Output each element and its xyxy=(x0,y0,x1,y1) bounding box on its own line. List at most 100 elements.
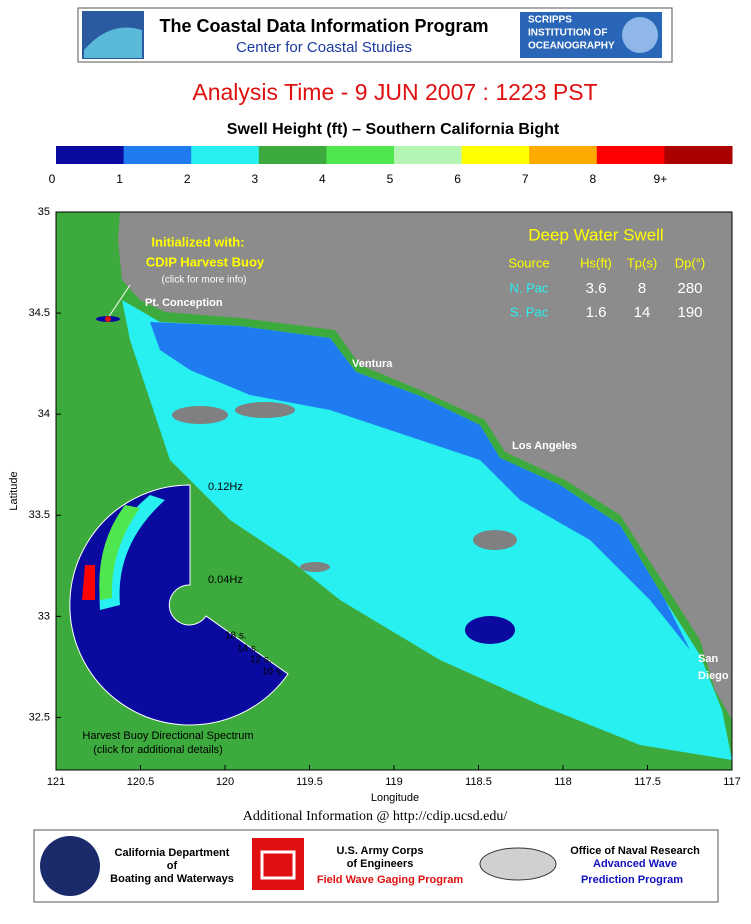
colorbar: 0 1 2 3 4 5 6 7 8 9+ xyxy=(49,146,733,186)
x-tick-label: 119.5 xyxy=(296,776,323,788)
colorbar-swatch xyxy=(123,146,192,164)
colorbar-label: 1 xyxy=(116,172,123,186)
swell-table-header: Hs(ft) xyxy=(580,255,612,270)
swell-table-cell: 8 xyxy=(638,280,646,297)
colorbar-label: 3 xyxy=(251,172,258,186)
info-link[interactable]: Additional Information @ http://cdip.ucs… xyxy=(243,809,508,824)
axes: 121 120.5 120 119.5 119 118.5 118 117.5 117 35 34.… xyxy=(29,206,741,788)
channel xyxy=(225,420,500,500)
swell-table-title: Deep Water Swell xyxy=(528,225,663,244)
x-tick-label: 118 xyxy=(554,776,572,788)
swell-table-cell: N. Pac xyxy=(509,280,549,295)
land xyxy=(118,212,732,720)
place-label: Ventura xyxy=(352,358,393,370)
header-subtitle: Center for Coastal Studies xyxy=(236,39,412,56)
spectrum-period: 10 s. xyxy=(262,667,284,678)
colorbar-swatch xyxy=(461,146,530,164)
footer-text: Field Wave Gaging Program xyxy=(317,874,464,886)
map-title: Swell Height (ft) – Southern California … xyxy=(227,121,560,138)
scripps-text: SCRIPPS xyxy=(528,15,572,26)
place-label: San xyxy=(698,653,718,665)
colorbar-label: 7 xyxy=(522,172,529,186)
cdip-logo-wave xyxy=(84,27,142,58)
swell-table: Source Hs(ft) Tp(s) Dp(°) N. Pac 3.6 8 280 S. Pa… xyxy=(508,255,705,321)
spectrum-energy xyxy=(99,505,140,600)
island-shadow xyxy=(465,616,515,644)
y-tick-label: 33.5 xyxy=(29,509,50,521)
colorbar-label: 9+ xyxy=(654,172,668,186)
scripps-text: OCEANOGRAPHY xyxy=(528,41,615,52)
colorbar-swatch xyxy=(529,146,598,164)
colorbar-swatch xyxy=(258,146,327,164)
analysis-time: Analysis Time - 9 JUN 2007 : 1223 PST xyxy=(192,79,597,105)
colorbar-label: 2 xyxy=(184,172,191,186)
colorbar-swatch xyxy=(596,146,665,164)
footer-text: Boating and Waterways xyxy=(110,873,234,885)
spectrum-energy xyxy=(99,495,165,610)
colorbar-label: 4 xyxy=(319,172,326,186)
swell-table-cell: 280 xyxy=(677,280,702,297)
swell-table-cell: 1.6 xyxy=(586,304,607,321)
x-tick-label: 117 xyxy=(723,776,741,788)
x-tick-label: 117.5 xyxy=(634,776,661,788)
usace-logo xyxy=(252,838,304,890)
colorbar-label: 6 xyxy=(454,172,461,186)
buoy-dot xyxy=(105,316,111,322)
place-label: Los Angeles xyxy=(512,440,577,452)
x-tick-label: 120.5 xyxy=(127,776,155,788)
onr-logo xyxy=(479,847,557,881)
x-axis-label: Longitude xyxy=(371,792,419,804)
footer-text: U.S. Army Corps xyxy=(336,845,423,857)
footer-text: Office of Naval Research xyxy=(570,845,700,857)
island xyxy=(473,530,517,550)
colorbar-swatch xyxy=(394,146,463,164)
footer-text: of xyxy=(167,860,178,872)
spectrum-peak xyxy=(82,565,95,600)
x-tick-label: 119 xyxy=(385,776,403,788)
spectrum-period: 18 s. xyxy=(225,631,247,642)
colorbar-swatch xyxy=(664,146,733,164)
swell-table-header: Source xyxy=(508,255,549,270)
annotation: Initialized with: xyxy=(151,234,244,249)
annotation: (click for more info) xyxy=(161,275,246,286)
island xyxy=(172,406,228,424)
y-tick-label: 35 xyxy=(38,206,50,218)
x-tick-label: 118.5 xyxy=(465,776,492,788)
annotation: CDIP Harvest Buoy xyxy=(146,254,265,269)
swell-table-cell: 14 xyxy=(634,304,651,321)
dbw-logo xyxy=(40,836,100,896)
y-axis-label: Latitude xyxy=(8,471,20,510)
scripps-text: INSTITUTION OF xyxy=(528,28,607,39)
footer-text: of Engineers xyxy=(347,858,414,870)
colorbar-swatch xyxy=(326,146,395,164)
y-tick-label: 34 xyxy=(38,408,50,420)
spectrum-period: 14 s. xyxy=(237,644,259,655)
spectrum-link[interactable]: 0.12Hz 0.04Hz 18 s. 14 s. 12 s. 10 s. Ha… xyxy=(69,481,289,756)
swell-table-header: Dp(°) xyxy=(675,255,705,270)
swell-table-header: Tp(s) xyxy=(627,255,657,270)
swell-table-cell: 190 xyxy=(677,304,702,321)
island xyxy=(235,402,295,418)
colorbar-label: 8 xyxy=(589,172,596,186)
spectrum-label: 0.12Hz xyxy=(208,481,243,493)
scripps-globe xyxy=(622,17,658,53)
spectrum-label: 0.04Hz xyxy=(208,574,243,586)
footer-text: Prediction Program xyxy=(581,874,683,886)
header-title: The Coastal Data Information Program xyxy=(159,16,488,36)
spectrum-period: 12 s. xyxy=(250,655,272,666)
y-tick-label: 32.5 xyxy=(29,711,50,723)
buoy-link[interactable]: Initialized with: CDIP Harvest Buoy (cli… xyxy=(96,234,265,322)
footer-text: California Department xyxy=(115,847,230,859)
usace-castle xyxy=(260,850,296,880)
footer-box xyxy=(33,829,719,903)
x-tick-label: 120 xyxy=(216,776,234,788)
x-tick-label: 121 xyxy=(47,776,65,788)
colorbar-swatch xyxy=(56,146,125,164)
place-label: Pt. Conception xyxy=(145,297,223,309)
swell-table-cell: 3.6 xyxy=(586,280,607,297)
swell-table-cell: S. Pac xyxy=(510,304,549,319)
ocean-swell-1ft xyxy=(150,322,690,650)
colorbar-label: 5 xyxy=(387,172,394,186)
place-label: Diego xyxy=(698,670,729,682)
footer-text: Advanced Wave xyxy=(593,858,677,870)
